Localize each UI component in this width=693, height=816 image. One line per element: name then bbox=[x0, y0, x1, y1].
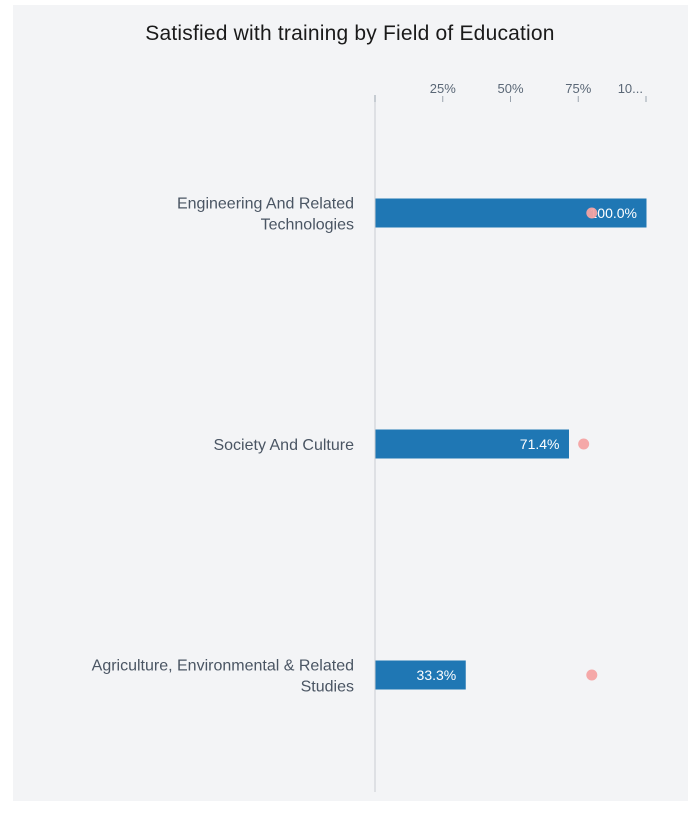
target-marker bbox=[586, 669, 598, 681]
target-marker bbox=[586, 207, 598, 219]
category-label: Engineering And Related bbox=[177, 196, 354, 213]
data-label: 33.3% bbox=[417, 667, 457, 683]
axis-tick-label: 50% bbox=[497, 81, 523, 96]
category-label: Society And Culture bbox=[213, 437, 354, 454]
axis-tick-label: 25% bbox=[430, 81, 456, 96]
axis-tick-label: 75% bbox=[565, 81, 591, 96]
category-label: Agriculture, Environmental & Related bbox=[92, 658, 354, 675]
category-label: Studies bbox=[301, 679, 354, 696]
data-label: 100.0% bbox=[590, 205, 637, 221]
target-marker bbox=[578, 438, 590, 450]
bar bbox=[375, 198, 647, 228]
bar bbox=[375, 660, 466, 690]
chart-title: Satisfied with training by Field of Educ… bbox=[145, 22, 555, 45]
bar bbox=[375, 429, 569, 459]
axis-tick-label: 10... bbox=[618, 81, 643, 96]
category-label: Technologies bbox=[261, 217, 354, 234]
data-label: 71.4% bbox=[520, 436, 560, 452]
chart-panel bbox=[13, 5, 688, 801]
